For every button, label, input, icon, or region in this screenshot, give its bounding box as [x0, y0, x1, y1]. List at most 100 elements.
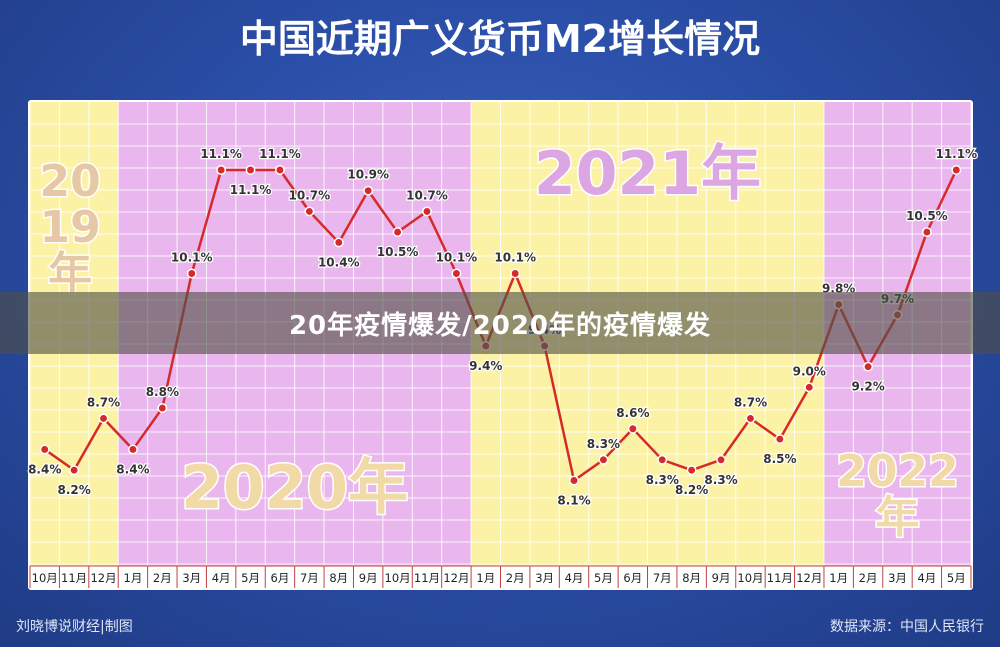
year-label-2019-a: 20: [39, 156, 100, 207]
x-tick-label: 7月: [653, 571, 672, 585]
x-tick-label: 12月: [443, 571, 469, 585]
data-label: 8.7%: [734, 395, 767, 409]
data-point: [510, 268, 521, 279]
x-tick-label: 2月: [859, 571, 878, 585]
data-point: [657, 454, 668, 465]
data-point: [69, 465, 80, 476]
year-label-2019-c: 年: [48, 248, 92, 299]
data-point: [39, 444, 50, 455]
data-point: [333, 237, 344, 248]
data-point: [951, 165, 962, 175]
data-point: [304, 206, 315, 217]
x-tick-label: 5月: [594, 571, 613, 585]
data-label: 10.7%: [406, 188, 448, 202]
data-point: [804, 382, 815, 393]
x-tick-label: 1月: [476, 571, 495, 585]
data-point: [216, 165, 227, 175]
data-point: [627, 423, 638, 434]
x-tick-label: 8月: [682, 571, 701, 585]
data-point: [157, 403, 168, 413]
data-label: 11.1%: [259, 147, 301, 161]
data-label: 8.4%: [28, 462, 61, 476]
x-tick-label: 9月: [712, 571, 731, 585]
data-label: 11.1%: [230, 183, 272, 197]
banner-text: 20年疫情爆发/2020年的疫情爆发: [288, 310, 712, 341]
x-tick-label: 11月: [61, 571, 87, 585]
data-point: [98, 413, 109, 424]
data-label: 9.4%: [469, 359, 502, 373]
x-tick-label: 10月: [737, 571, 763, 585]
x-tick-label: 2月: [153, 571, 172, 585]
data-label: 10.9%: [347, 168, 389, 182]
data-point: [275, 165, 285, 175]
data-point: [569, 475, 579, 486]
x-tick-label: 4月: [212, 571, 231, 585]
x-tick-label: 6月: [271, 571, 290, 585]
data-point: [245, 165, 256, 175]
data-point: [392, 227, 403, 238]
year-label-2022-a: 2022: [836, 446, 958, 497]
data-point: [363, 185, 374, 196]
x-tick-label: 10月: [385, 571, 411, 585]
data-label: 8.8%: [146, 385, 179, 399]
year-label-2019-b: 19: [39, 202, 100, 253]
footer-credit: 刘晓博说财经|制图: [16, 619, 133, 635]
data-point: [422, 206, 432, 217]
x-tick-label: 3月: [182, 571, 201, 585]
x-tick-label: 5月: [241, 571, 260, 585]
x-tick-label: 2月: [506, 571, 525, 585]
data-label: 8.7%: [87, 395, 120, 409]
x-tick-label: 3月: [535, 571, 554, 585]
x-tick-label: 10月: [32, 571, 58, 585]
data-point: [686, 465, 697, 476]
data-label: 10.5%: [377, 245, 419, 259]
x-tick-label: 8月: [329, 571, 348, 585]
year-label-2021: 2021年: [534, 139, 761, 209]
x-tick-label: 5月: [947, 571, 966, 585]
data-label: 8.1%: [557, 494, 590, 508]
data-label: 11.1%: [200, 147, 242, 161]
data-label: 8.6%: [616, 406, 649, 420]
x-tick-label: 11月: [414, 571, 440, 585]
x-tick-label: 9月: [359, 571, 378, 585]
x-tick-label: 3月: [888, 571, 907, 585]
data-point: [451, 268, 462, 279]
year-label-2020: 2020年: [181, 453, 408, 523]
data-label: 10.1%: [494, 251, 536, 265]
x-tick-label: 12月: [90, 571, 116, 585]
footer-source: 数据来源：中国人民银行: [830, 619, 984, 635]
year-label-2022-b: 年: [875, 492, 919, 543]
data-point: [745, 413, 756, 424]
data-label: 10.1%: [171, 251, 213, 265]
data-point: [774, 434, 785, 445]
data-point: [921, 227, 932, 238]
data-label: 10.1%: [436, 251, 478, 265]
data-label: 8.2%: [57, 483, 90, 497]
overlay-banner: 20年疫情爆发/2020年的疫情爆发: [0, 292, 1000, 354]
x-tick-label: 12月: [796, 571, 822, 585]
data-label: 8.3%: [646, 473, 679, 487]
x-tick-label: 4月: [917, 571, 936, 585]
data-label: 10.4%: [318, 255, 360, 269]
data-point: [127, 444, 138, 455]
data-label: 10.7%: [289, 188, 331, 202]
chart-title: 中国近期广义货币M2增长情况: [240, 17, 760, 61]
x-tick-label: 7月: [300, 571, 319, 585]
data-label: 8.3%: [587, 437, 620, 451]
data-point: [716, 454, 726, 465]
data-label: 8.3%: [704, 473, 737, 487]
data-label: 9.0%: [793, 364, 826, 378]
data-label: 8.4%: [116, 462, 149, 476]
data-point: [598, 454, 609, 465]
x-tick-label: 4月: [565, 571, 584, 585]
x-tick-label: 1月: [124, 571, 143, 585]
data-label: 8.5%: [763, 452, 796, 466]
data-label: 11.1%: [935, 147, 977, 161]
data-point: [186, 268, 197, 279]
data-label: 8.2%: [675, 483, 708, 497]
x-tick-label: 1月: [829, 571, 848, 585]
data-label: 10.5%: [906, 209, 948, 223]
x-tick-label: 11月: [767, 571, 793, 585]
data-label: 9.2%: [851, 380, 884, 394]
